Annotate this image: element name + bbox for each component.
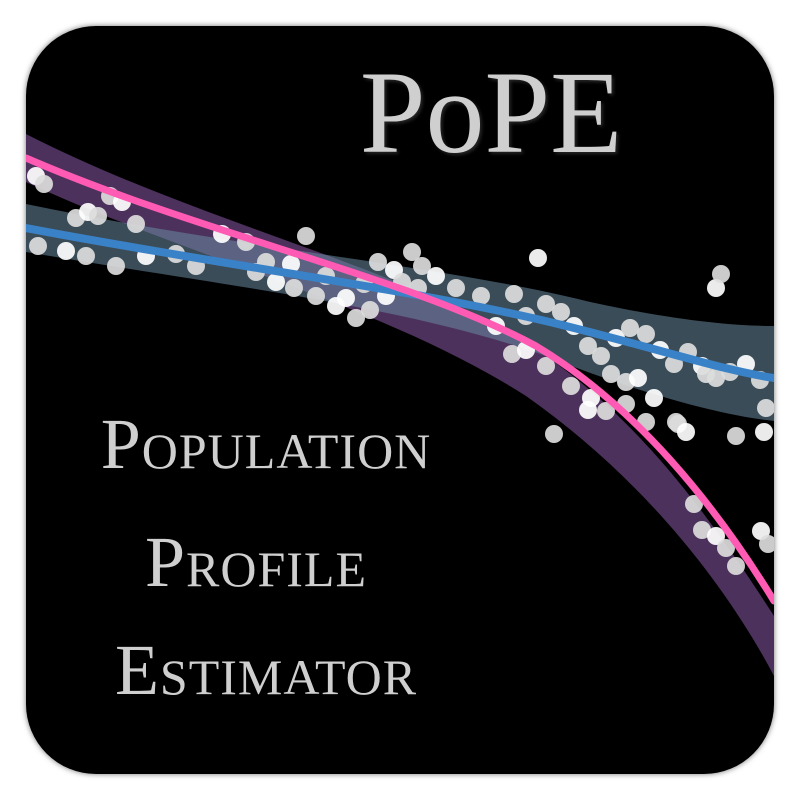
data-point [529, 249, 547, 267]
data-point [717, 539, 735, 557]
data-point [693, 521, 711, 539]
data-point [285, 279, 303, 297]
data-point [757, 399, 774, 417]
data-point [282, 255, 300, 273]
data-point [503, 345, 521, 363]
data-point [727, 427, 745, 445]
data-point [579, 401, 597, 419]
data-point [637, 325, 655, 343]
decorative-curves-art [26, 134, 774, 676]
data-point [505, 285, 523, 303]
data-point [297, 227, 315, 245]
data-point [267, 273, 285, 291]
data-point [307, 287, 325, 305]
data-point [347, 309, 365, 327]
data-point [697, 365, 715, 383]
blue-confidence-band [26, 204, 774, 421]
data-point [537, 357, 555, 375]
data-point [629, 369, 647, 387]
data-point [707, 527, 725, 545]
subtitle-line-2: Profile [144, 522, 368, 602]
pink-fitted-curve [26, 154, 774, 605]
data-point [685, 495, 703, 513]
data-point [562, 377, 580, 395]
data-point [427, 267, 445, 285]
data-point [447, 279, 465, 297]
data-point [579, 337, 597, 355]
data-point [545, 425, 563, 443]
data-point [677, 423, 695, 441]
pope-logo: PoPE Population Profile Estimator [26, 26, 774, 774]
subtitle-line-1: Population [100, 404, 432, 484]
data-point [755, 423, 773, 441]
data-point [77, 247, 95, 265]
data-point [403, 243, 421, 261]
data-point [552, 303, 570, 321]
data-point [712, 265, 730, 283]
logo-title: PoPE [359, 47, 623, 178]
blue-fitted-curve [26, 224, 774, 382]
data-point [537, 295, 555, 313]
data-point [621, 319, 639, 337]
data-point [107, 257, 125, 275]
data-point [327, 297, 345, 315]
data-point [89, 207, 107, 225]
data-point [361, 301, 379, 319]
data-point [602, 365, 620, 383]
data-point [645, 389, 663, 407]
data-point [57, 242, 75, 260]
data-point [127, 215, 145, 233]
data-point [29, 237, 47, 255]
data-point [592, 347, 610, 365]
data-point [369, 253, 387, 271]
data-point [472, 287, 490, 305]
data-point [413, 257, 431, 275]
data-point [35, 175, 53, 193]
data-point [727, 557, 745, 575]
data-point [707, 279, 725, 297]
subtitle-line-3: Estimator [114, 630, 418, 710]
data-point [597, 402, 615, 420]
data-point [759, 535, 774, 553]
